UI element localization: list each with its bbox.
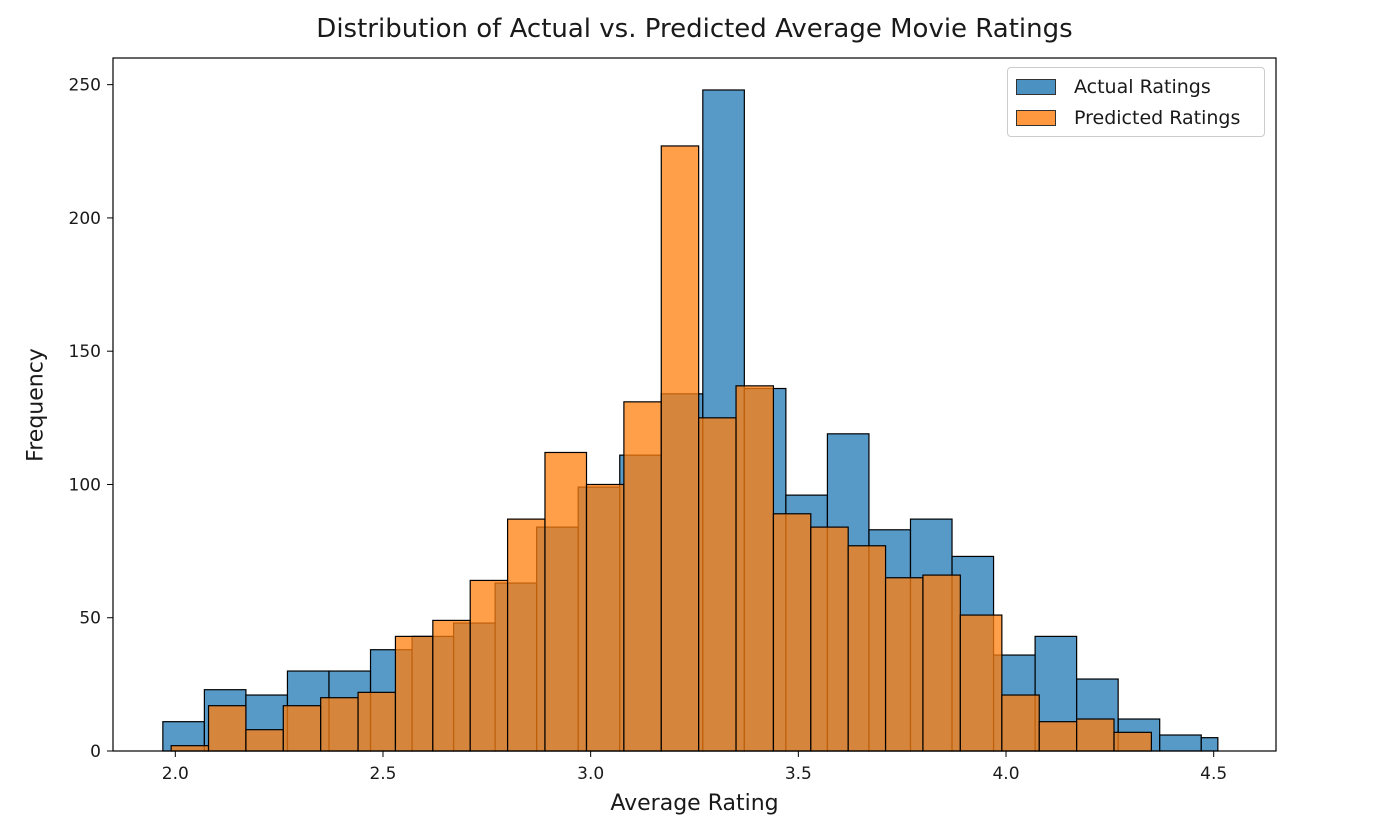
chart-title: Distribution of Actual vs. Predicted Ave… — [316, 14, 1073, 44]
bar-predicted-15 — [735, 385, 775, 752]
series-predicted — [170, 145, 1152, 752]
bar-predicted-9 — [506, 518, 546, 752]
bar-predicted-5 — [357, 691, 397, 752]
y-tick-label: 50 — [79, 609, 101, 629]
bar-predicted-8 — [469, 579, 509, 752]
bar-predicted-23 — [1038, 721, 1078, 752]
bar-actual-25 — [1200, 737, 1219, 752]
x-tick-label: 3.5 — [785, 764, 812, 784]
bar-predicted-24 — [1076, 718, 1115, 752]
bar-actual-24 — [1159, 734, 1202, 752]
bar-predicted-17 — [810, 526, 849, 752]
bar-predicted-19 — [884, 577, 924, 752]
y-tick-label: 0 — [90, 742, 101, 762]
legend-item-predicted: Predicted Ratings — [1016, 106, 1240, 130]
y-tick-label: 200 — [69, 209, 101, 229]
bar-predicted-4 — [320, 697, 359, 752]
x-tick-label: 4.0 — [992, 764, 1019, 784]
bar-predicted-18 — [847, 545, 887, 752]
legend-label-predicted: Predicted Ratings — [1074, 107, 1241, 129]
y-axis-label: Frequency — [23, 348, 49, 462]
bar-predicted-14 — [698, 417, 737, 752]
bar-predicted-0 — [170, 745, 210, 752]
bar-predicted-2 — [245, 729, 284, 752]
y-tick-label: 250 — [69, 76, 101, 96]
y-tick-label: 100 — [69, 475, 101, 495]
bar-predicted-13 — [660, 145, 700, 752]
y-tick-label: 150 — [69, 342, 101, 362]
bar-predicted-20 — [922, 574, 961, 752]
bar-predicted-6 — [394, 635, 434, 752]
bar-predicted-11 — [585, 483, 625, 752]
legend-label-actual: Actual Ratings — [1074, 76, 1211, 98]
x-axis-label: Average Rating — [610, 791, 779, 816]
bar-predicted-7 — [432, 619, 471, 752]
bar-predicted-10 — [544, 451, 588, 752]
bar-predicted-16 — [772, 513, 812, 752]
ticks-layer: 2.0 2.5 3.0 3.5 4.0 4.5 0 50 100 150 200 250 — [69, 76, 1228, 784]
x-tick-label: 2.5 — [369, 764, 396, 784]
x-tick-label: 2.0 — [162, 764, 189, 784]
bar-predicted-3 — [282, 705, 322, 752]
legend: Actual Ratings Predicted Ratings — [1007, 67, 1265, 137]
bars-layer — [162, 89, 1219, 752]
bar-predicted-12 — [623, 401, 662, 752]
bar-predicted-25 — [1113, 731, 1152, 752]
legend-swatch-predicted — [1016, 110, 1056, 126]
bar-predicted-1 — [207, 705, 247, 752]
x-tick-label: 3.0 — [577, 764, 604, 784]
legend-item-actual: Actual Ratings — [1016, 75, 1211, 99]
legend-swatch-actual — [1016, 79, 1056, 95]
plot-frame — [112, 57, 1277, 752]
x-tick-label: 4.5 — [1200, 764, 1227, 784]
bar-predicted-22 — [1001, 694, 1040, 752]
bar-predicted-21 — [959, 614, 1003, 752]
